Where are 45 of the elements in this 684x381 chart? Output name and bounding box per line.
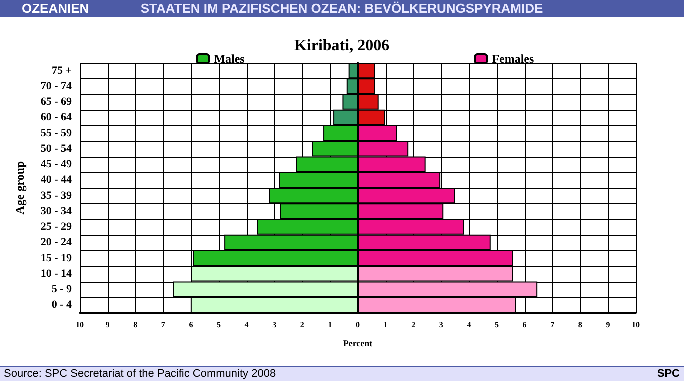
x-tick-label: 10 bbox=[76, 320, 84, 330]
x-tick-label: 6 bbox=[189, 320, 194, 330]
x-tick-label: 2 bbox=[300, 320, 304, 330]
source-note: Source: SPC Secretariat of the Pacific Community 2008 bbox=[4, 368, 276, 380]
x-tick-label: 5 bbox=[495, 320, 499, 330]
x-tick-label: 6 bbox=[522, 320, 527, 330]
y-tick-label: 70 - 74 bbox=[40, 80, 72, 92]
y-tick-label: 75 + bbox=[52, 64, 72, 77]
x-tick-label: 2 bbox=[412, 320, 416, 330]
x-tick-label: 3 bbox=[439, 320, 444, 330]
y-tick-label: 15 - 19 bbox=[40, 252, 72, 264]
y-tick-label: 40 - 44 bbox=[40, 174, 72, 186]
x-tick-label: 10 bbox=[632, 320, 640, 330]
footer-banner: Source: SPC Secretariat of the Pacific Community 2008 SPC bbox=[0, 366, 684, 381]
y-tick-label: 30 - 34 bbox=[40, 205, 72, 218]
legend-label: Males bbox=[214, 52, 246, 66]
x-tick-label: 8 bbox=[134, 320, 138, 330]
x-tick-label: 0 bbox=[356, 320, 360, 330]
x-tick-label: 7 bbox=[161, 320, 166, 330]
x-axis-title: Percent bbox=[343, 338, 373, 348]
y-tick-label: 55 - 59 bbox=[40, 127, 72, 140]
y-tick-label: 35 - 39 bbox=[40, 190, 72, 202]
x-tick-label: 4 bbox=[467, 320, 472, 330]
y-tick-label: 50 - 54 bbox=[40, 142, 72, 155]
x-tick-label: 9 bbox=[606, 320, 610, 330]
chart-title: Kiribati, 2006 bbox=[294, 38, 390, 54]
y-tick-label: 65 - 69 bbox=[40, 96, 72, 108]
x-tick-label: 9 bbox=[106, 320, 110, 330]
x-tick-label: 3 bbox=[272, 320, 277, 330]
y-tick-label: 5 - 9 bbox=[52, 284, 72, 296]
y-tick-label: 0 - 4 bbox=[52, 299, 72, 312]
y-tick-label: 10 - 14 bbox=[40, 268, 72, 280]
x-tick-label: 5 bbox=[217, 320, 221, 330]
legend-label: Females bbox=[492, 52, 535, 66]
header-banner: OZEANIEN STAATEN IM PAZIFISCHEN OZEAN: BEVÖLKERUNGSPYRAMIDE bbox=[0, 0, 684, 17]
x-tick-label: 4 bbox=[244, 320, 249, 330]
y-tick-label: 25 - 29 bbox=[40, 221, 72, 234]
y-tick-label: 45 - 49 bbox=[40, 158, 72, 171]
x-tick-label: 1 bbox=[328, 320, 332, 330]
x-tick-label: 7 bbox=[550, 320, 555, 330]
y-tick-label: 60 - 64 bbox=[40, 112, 72, 124]
x-tick-label: 8 bbox=[578, 320, 582, 330]
y-axis-title: Age group bbox=[13, 160, 27, 215]
x-tick-label: 1 bbox=[384, 320, 388, 330]
y-tick-label: 20 - 24 bbox=[40, 236, 72, 249]
